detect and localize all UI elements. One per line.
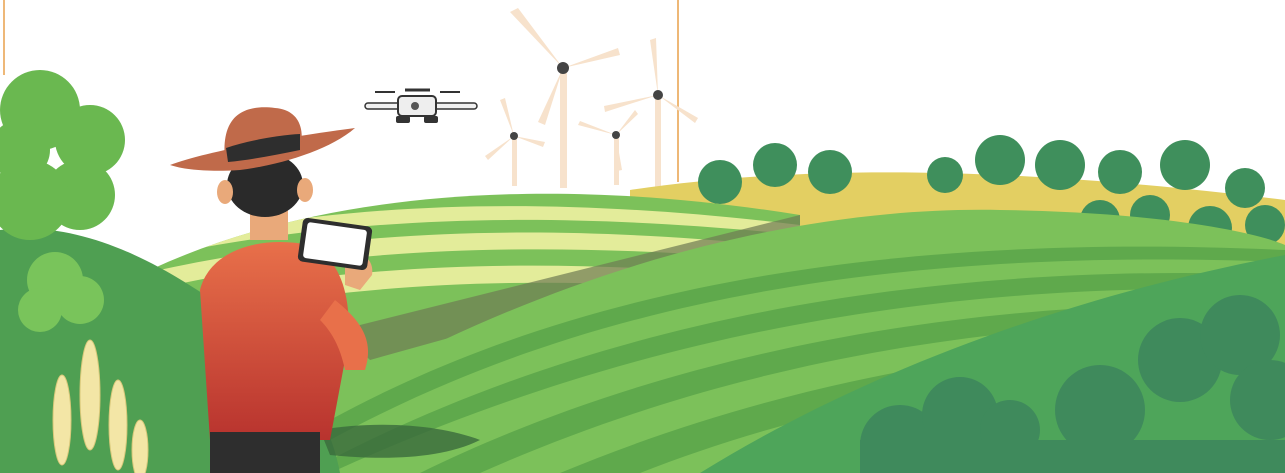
- wind-turbines: [485, 8, 698, 190]
- wheat: [52, 339, 149, 473]
- left-bush: [18, 252, 104, 332]
- left-tree: [0, 70, 125, 240]
- drone: [364, 88, 478, 123]
- foreground-bushes: [860, 295, 1285, 473]
- shadow: [320, 424, 480, 458]
- farmer: [170, 107, 373, 473]
